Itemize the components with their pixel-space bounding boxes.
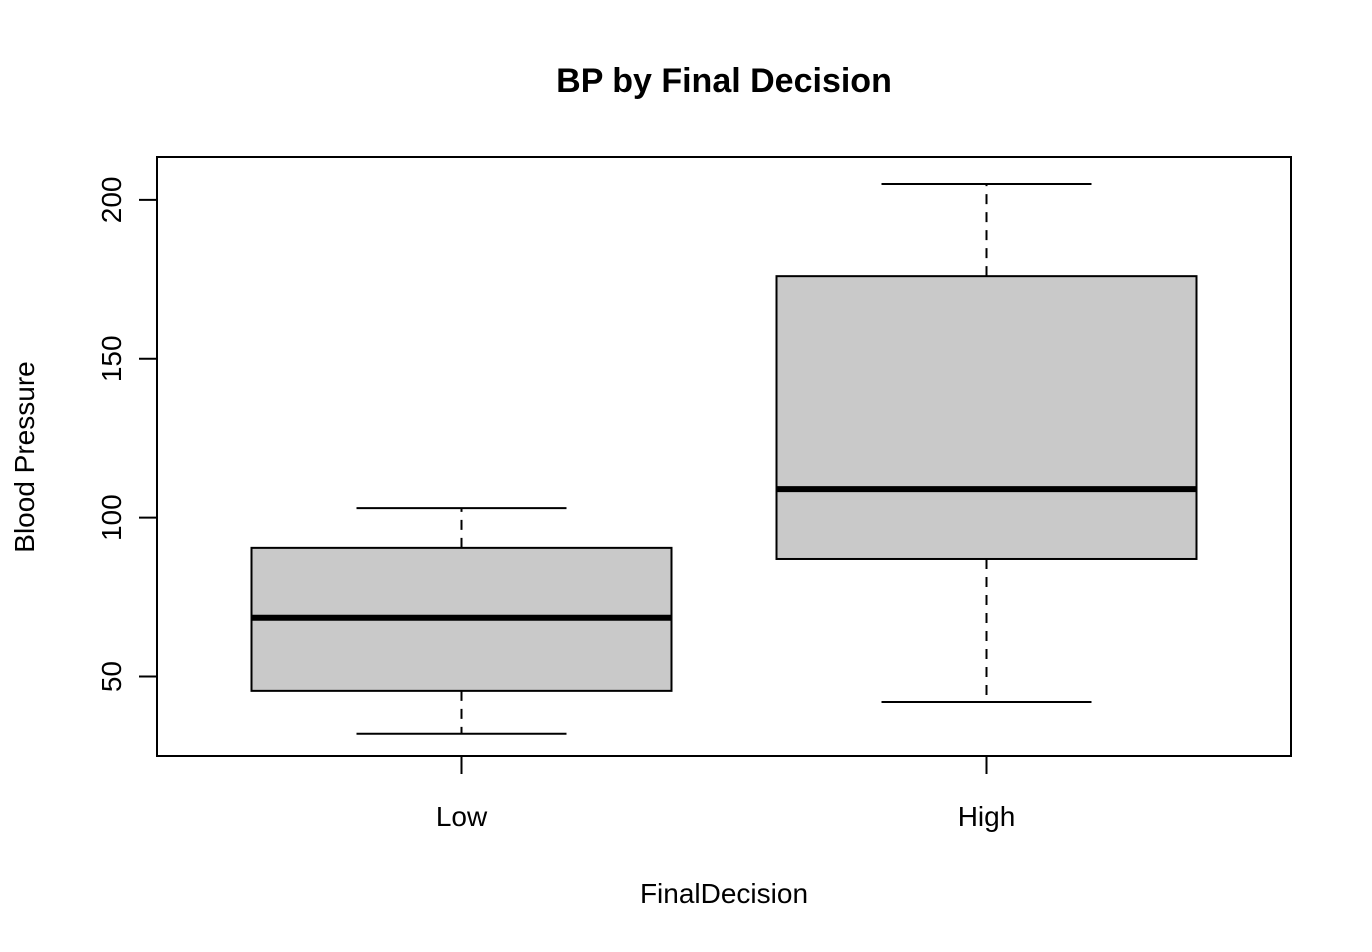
box-high xyxy=(775,183,1198,703)
y-axis: 50 100 150 200 xyxy=(96,177,158,692)
x-tick-label: High xyxy=(958,801,1016,832)
y-tick-label: 50 xyxy=(96,661,127,692)
x-tick-label: Low xyxy=(436,801,488,832)
x-axis-label: FinalDecision xyxy=(640,878,808,909)
iqr-box xyxy=(775,275,1198,560)
y-tick-label: 200 xyxy=(96,177,127,224)
boxes xyxy=(250,183,1198,735)
y-axis-label: Blood Pressure xyxy=(9,361,40,552)
y-tick-label: 150 xyxy=(96,335,127,382)
chart-title: BP by Final Decision xyxy=(556,62,892,100)
x-axis: Low High xyxy=(436,756,1015,832)
box-low xyxy=(250,507,673,735)
y-tick-label: 100 xyxy=(96,494,127,541)
